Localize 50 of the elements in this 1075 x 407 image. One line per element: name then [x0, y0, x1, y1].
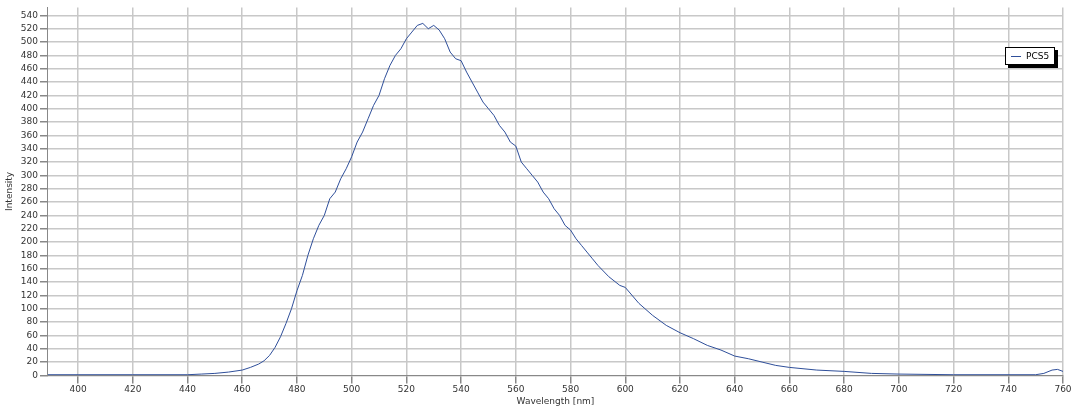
y-tick-label: 520 — [20, 23, 39, 34]
y-tick-label: 360 — [20, 129, 39, 140]
x-tick-label: 440 — [178, 384, 197, 395]
y-tick-label: 300 — [20, 169, 39, 180]
y-axis-title: Intensity — [3, 171, 14, 211]
y-tick-label: 280 — [20, 183, 39, 194]
x-tick-label: 580 — [561, 384, 580, 395]
x-tick-label: 720 — [944, 384, 963, 395]
y-tick-label: 200 — [20, 236, 39, 247]
x-tick-label: 740 — [999, 384, 1018, 395]
y-tick-label: 320 — [20, 156, 39, 167]
y-tick-label: 180 — [20, 249, 39, 260]
x-tick-label: 760 — [1054, 384, 1072, 395]
y-tick-label: 220 — [20, 223, 39, 234]
x-tick-label: 460 — [233, 384, 252, 395]
y-tick-label: 80 — [26, 316, 39, 327]
y-tick-label: 500 — [20, 36, 39, 47]
x-tick-label: 660 — [780, 384, 799, 395]
y-tick-label: 160 — [20, 263, 39, 274]
y-tick-label: 40 — [26, 343, 39, 354]
legend-label: PCS5 — [1026, 51, 1050, 62]
y-tick-label: 140 — [20, 276, 39, 287]
y-tick-label: 420 — [20, 89, 39, 100]
x-tick-label: 500 — [343, 384, 361, 395]
x-tick-label: 520 — [397, 384, 416, 395]
x-tick-label: 640 — [726, 384, 744, 395]
y-tick-label: 340 — [20, 143, 39, 154]
y-tick-label: 20 — [26, 356, 39, 367]
y-tick-label: 260 — [20, 196, 39, 207]
y-tick-label: 460 — [20, 63, 39, 74]
x-tick-label: 480 — [288, 384, 306, 395]
y-tick-label: 60 — [26, 329, 39, 340]
x-tick-label: 620 — [671, 384, 689, 395]
y-tick-label: 540 — [20, 9, 39, 20]
x-tick-label: 680 — [835, 384, 853, 395]
x-tick-label: 420 — [124, 384, 142, 395]
x-tick-label: 700 — [890, 384, 908, 395]
y-tick-label: 120 — [20, 289, 39, 300]
y-tick-label: 480 — [20, 49, 39, 60]
x-tick-label: 600 — [616, 384, 635, 395]
y-tick-label: 0 — [32, 369, 39, 380]
y-tick-label: 440 — [20, 76, 39, 87]
x-axis-title: Wavelength [nm] — [516, 395, 595, 406]
y-tick-label: 100 — [20, 303, 39, 314]
x-tick-label: 400 — [69, 384, 87, 395]
y-tick-label: 380 — [20, 116, 39, 127]
y-tick-label: 400 — [20, 103, 39, 114]
x-tick-label: 540 — [452, 384, 470, 395]
y-tick-label: 240 — [20, 209, 39, 220]
x-tick-label: 560 — [507, 384, 525, 395]
